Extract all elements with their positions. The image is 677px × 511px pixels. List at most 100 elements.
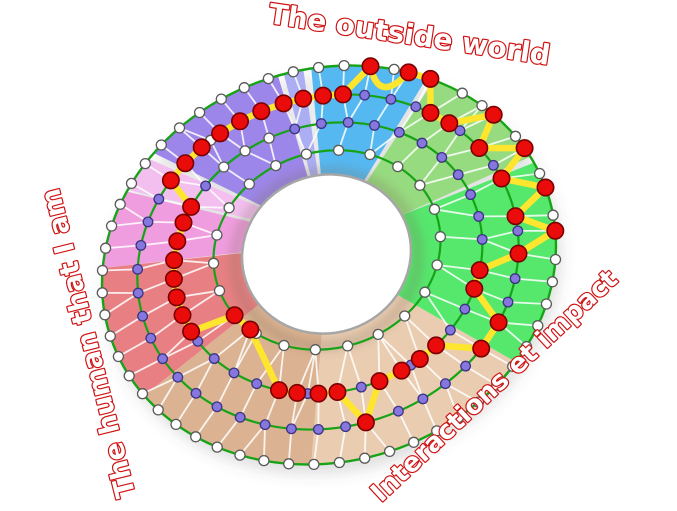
grid-node[interactable] [547, 209, 559, 221]
score-node[interactable] [515, 139, 534, 158]
grid-node[interactable] [476, 99, 488, 112]
grid-node[interactable] [431, 259, 443, 271]
grid-node[interactable] [300, 148, 313, 160]
score-node[interactable] [174, 213, 193, 232]
score-node[interactable] [269, 381, 288, 400]
grid-node[interactable] [190, 387, 202, 399]
grid-node[interactable] [114, 198, 126, 210]
grid-node[interactable] [393, 126, 405, 138]
grid-node[interactable] [540, 298, 553, 310]
grid-node[interactable] [476, 233, 488, 245]
grid-node[interactable] [473, 210, 485, 222]
grid-node[interactable] [152, 404, 164, 416]
score-node[interactable] [421, 103, 440, 122]
score-node[interactable] [314, 86, 333, 105]
score-node[interactable] [165, 251, 184, 270]
grid-node[interactable] [234, 449, 246, 461]
grid-node[interactable] [285, 423, 297, 435]
grid-node[interactable] [155, 139, 167, 151]
grid-node[interactable] [112, 350, 125, 363]
grid-node[interactable] [408, 436, 420, 448]
grid-node[interactable] [472, 396, 485, 408]
score-node[interactable] [472, 339, 491, 358]
grid-node[interactable] [549, 253, 562, 266]
grid-node[interactable] [215, 93, 227, 105]
grid-node[interactable] [258, 454, 270, 467]
score-node[interactable] [192, 138, 211, 157]
grid-node[interactable] [223, 202, 235, 214]
grid-node[interactable] [96, 264, 109, 277]
grid-node[interactable] [410, 101, 422, 113]
grid-node[interactable] [123, 370, 135, 382]
grid-node[interactable] [487, 159, 499, 171]
grid-node[interactable] [172, 371, 184, 383]
grid-node[interactable] [153, 193, 165, 205]
grid-node[interactable] [259, 419, 271, 431]
score-node[interactable] [427, 336, 446, 355]
grid-node[interactable] [444, 324, 456, 336]
grid-node[interactable] [342, 116, 354, 128]
grid-node[interactable] [312, 423, 324, 435]
grid-node[interactable] [142, 216, 154, 228]
grid-node[interactable] [359, 452, 371, 464]
score-node[interactable] [356, 413, 375, 432]
score-node[interactable] [164, 269, 183, 288]
score-node[interactable] [440, 114, 459, 133]
grid-node[interactable] [211, 441, 223, 453]
grid-node[interactable] [416, 137, 428, 149]
grid-node[interactable] [520, 340, 533, 353]
grid-node[interactable] [170, 418, 182, 431]
grid-node[interactable] [465, 189, 477, 201]
grid-node[interactable] [105, 220, 118, 232]
grid-node[interactable] [218, 161, 230, 173]
grid-node[interactable] [355, 381, 367, 393]
grid-node[interactable] [211, 229, 223, 241]
score-node[interactable] [470, 139, 489, 158]
score-node[interactable] [546, 221, 565, 240]
score-node[interactable] [231, 112, 250, 131]
score-node[interactable] [225, 306, 244, 325]
grid-node[interactable] [392, 405, 404, 417]
grid-node[interactable] [251, 378, 263, 390]
score-node[interactable] [421, 69, 440, 88]
grid-node[interactable] [309, 344, 322, 356]
grid-node[interactable] [509, 273, 521, 285]
score-node[interactable] [506, 207, 525, 226]
grid-node[interactable] [417, 393, 429, 405]
grid-node[interactable] [173, 122, 186, 134]
score-node[interactable] [211, 124, 230, 143]
score-node[interactable] [176, 154, 195, 173]
grid-node[interactable] [270, 159, 282, 172]
grid-node[interactable] [546, 276, 559, 288]
score-node[interactable] [399, 63, 418, 82]
score-node[interactable] [167, 288, 186, 307]
grid-node[interactable] [287, 66, 299, 78]
grid-node[interactable] [238, 82, 250, 94]
grid-node[interactable] [509, 130, 522, 142]
grid-node[interactable] [289, 123, 301, 135]
grid-node[interactable] [104, 330, 116, 342]
score-node[interactable] [492, 169, 511, 188]
grid-node[interactable] [208, 353, 220, 365]
grid-node[interactable] [96, 287, 108, 299]
score-node[interactable] [410, 349, 429, 368]
grid-node[interactable] [263, 132, 275, 144]
grid-node[interactable] [234, 411, 246, 423]
grid-node[interactable] [369, 119, 380, 131]
grid-node[interactable] [512, 225, 524, 237]
grid-node[interactable] [436, 151, 448, 163]
score-node[interactable] [484, 105, 503, 124]
grid-node[interactable] [139, 157, 151, 170]
grid-node[interactable] [211, 401, 223, 413]
grid-node[interactable] [332, 144, 345, 156]
grid-node[interactable] [99, 309, 111, 321]
score-node[interactable] [294, 89, 313, 108]
grid-node[interactable] [200, 180, 212, 192]
grid-node[interactable] [507, 360, 519, 373]
score-node[interactable] [489, 313, 508, 332]
score-node[interactable] [182, 322, 201, 341]
score-node[interactable] [173, 306, 192, 325]
grid-node[interactable] [308, 458, 320, 471]
score-node[interactable] [333, 85, 352, 104]
grid-node[interactable] [99, 242, 112, 254]
